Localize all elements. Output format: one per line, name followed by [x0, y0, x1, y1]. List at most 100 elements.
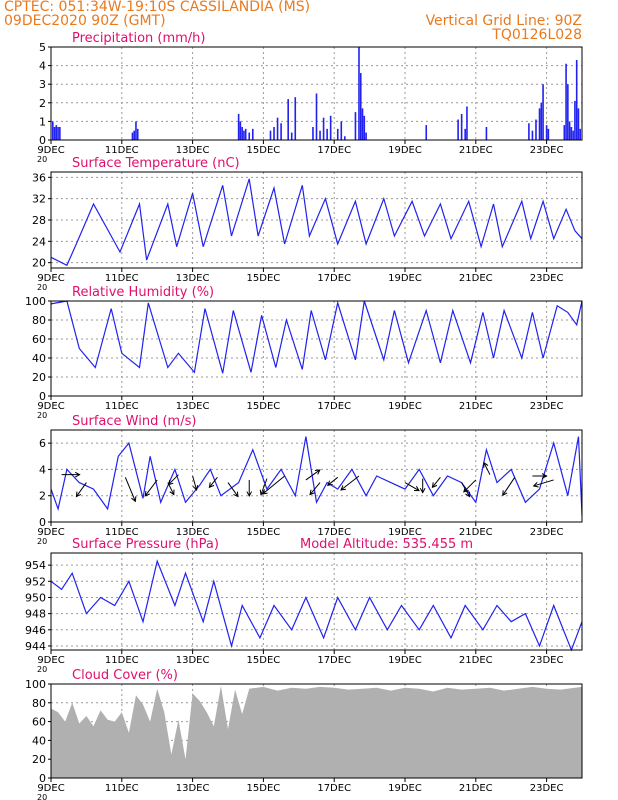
y-tick-label: 4 — [39, 60, 46, 73]
wind-arrow — [260, 478, 268, 495]
wind-arrow-head — [431, 482, 438, 489]
wind-arrow-head — [144, 490, 150, 497]
precip-bar — [336, 128, 339, 140]
x-tick-label: 23DEC — [530, 655, 564, 666]
precip-bar — [312, 126, 314, 140]
wind-arrow — [168, 474, 179, 486]
x-tick-label: 13DEC — [176, 527, 210, 538]
plot-frame — [50, 429, 583, 523]
precip-bar — [575, 60, 578, 140]
x-tick-label: 21DEC — [459, 655, 493, 666]
y-tick-label: 100 — [25, 295, 46, 308]
precip-bar — [531, 130, 534, 140]
x-tick-label: 9DEC — [37, 783, 64, 794]
precip-bar — [457, 119, 459, 140]
y-tick-label: 24 — [32, 235, 46, 248]
y-tick-label: 0 — [39, 390, 46, 403]
precip-bar — [528, 123, 530, 140]
y-tick-label: 40 — [32, 734, 46, 747]
wind-arrow-head — [463, 487, 469, 493]
precip-bar — [354, 112, 357, 140]
series-line — [50, 559, 583, 652]
x-tick-label: 23DEC — [530, 273, 564, 284]
precip-bar — [276, 117, 279, 140]
y-tick-label: 0 — [39, 772, 46, 785]
precip-bar — [51, 121, 54, 140]
y-tick-label: 60 — [32, 333, 46, 346]
precip-bar — [248, 132, 251, 140]
wind-arrow-head — [208, 482, 215, 489]
precip-bar — [466, 106, 468, 140]
year-label: 20 — [37, 283, 47, 292]
precip-bar — [538, 108, 541, 140]
precip-bar — [133, 130, 135, 140]
wind-arrow-head — [192, 485, 199, 492]
wind-arrow-head — [326, 480, 333, 486]
y-tick-label: 20 — [32, 753, 46, 766]
precip-bar — [315, 93, 318, 140]
panel-annotation: Model Altitude: 535.455 m — [300, 537, 473, 552]
plot-frame — [50, 300, 583, 397]
precip-bar — [572, 130, 574, 140]
x-tick-label: 15DEC — [247, 273, 281, 284]
y-tick-label: 40 — [32, 352, 46, 365]
y-tick-label: 5 — [39, 41, 46, 54]
x-tick-label: 17DEC — [317, 145, 351, 156]
wind-arrow-head — [413, 486, 420, 492]
wind-arrow — [144, 479, 158, 497]
x-tick-label: 23DEC — [530, 783, 564, 794]
y-tick-label: 20 — [32, 371, 46, 384]
series-line — [50, 300, 583, 374]
precip-bar — [269, 130, 272, 140]
precip-bar — [326, 128, 328, 140]
wind-arrow — [327, 476, 339, 486]
x-tick-label: 9DEC — [37, 145, 64, 156]
y-tick-label: 950 — [25, 591, 46, 604]
x-tick-label: 13DEC — [176, 655, 210, 666]
precip-bar — [290, 132, 293, 140]
y-tick-label: 946 — [25, 624, 46, 637]
x-tick-label: 11DEC — [105, 401, 139, 412]
x-tick-label: 17DEC — [317, 273, 351, 284]
model-id: TQ0126L028 — [492, 27, 582, 43]
wind-arrow-head — [75, 491, 82, 498]
precip-bar — [237, 113, 240, 140]
wind-arrow — [463, 479, 477, 493]
precip-bar — [361, 108, 364, 140]
panel-title: Relative Humidity (%) — [72, 285, 214, 300]
x-tick-label: 13DEC — [176, 401, 210, 412]
y-tick-label: 60 — [32, 716, 46, 729]
panel-title: Precipitation (mm/h) — [72, 31, 205, 46]
x-tick-label: 17DEC — [317, 783, 351, 794]
precip-bar — [319, 130, 321, 140]
year-label: 20 — [37, 155, 47, 164]
year-label: 20 — [37, 537, 47, 546]
wind-arrow — [309, 482, 321, 495]
year-label: 20 — [37, 793, 47, 800]
wind-arrow-head — [167, 479, 174, 486]
x-tick-label: 11DEC — [105, 145, 139, 156]
x-tick-label: 9DEC — [37, 655, 64, 666]
x-tick-label: 23DEC — [530, 527, 564, 538]
x-tick-label: 21DEC — [459, 401, 493, 412]
precip-bar — [294, 97, 297, 140]
precip-bar — [574, 100, 576, 140]
y-tick-label: 28 — [32, 214, 46, 227]
x-tick-label: 15DEC — [247, 783, 281, 794]
y-tick-label: 0 — [39, 134, 46, 147]
x-tick-label: 9DEC — [37, 527, 64, 538]
y-tick-label: 6 — [39, 437, 46, 450]
precip-bar — [547, 128, 550, 140]
y-tick-label: 80 — [32, 697, 46, 710]
wind-arrow — [502, 477, 516, 496]
precip-bar — [425, 125, 428, 140]
grid-line-note: Vertical Grid Line: 90Z — [425, 13, 582, 29]
y-tick-label: 80 — [32, 314, 46, 327]
y-tick-label: 20 — [32, 257, 46, 270]
precip-bar — [273, 126, 275, 140]
wind-arrow — [533, 479, 554, 487]
precip-bar — [363, 115, 366, 140]
wind-arrow — [227, 482, 239, 497]
x-tick-label: 19DEC — [388, 401, 422, 412]
